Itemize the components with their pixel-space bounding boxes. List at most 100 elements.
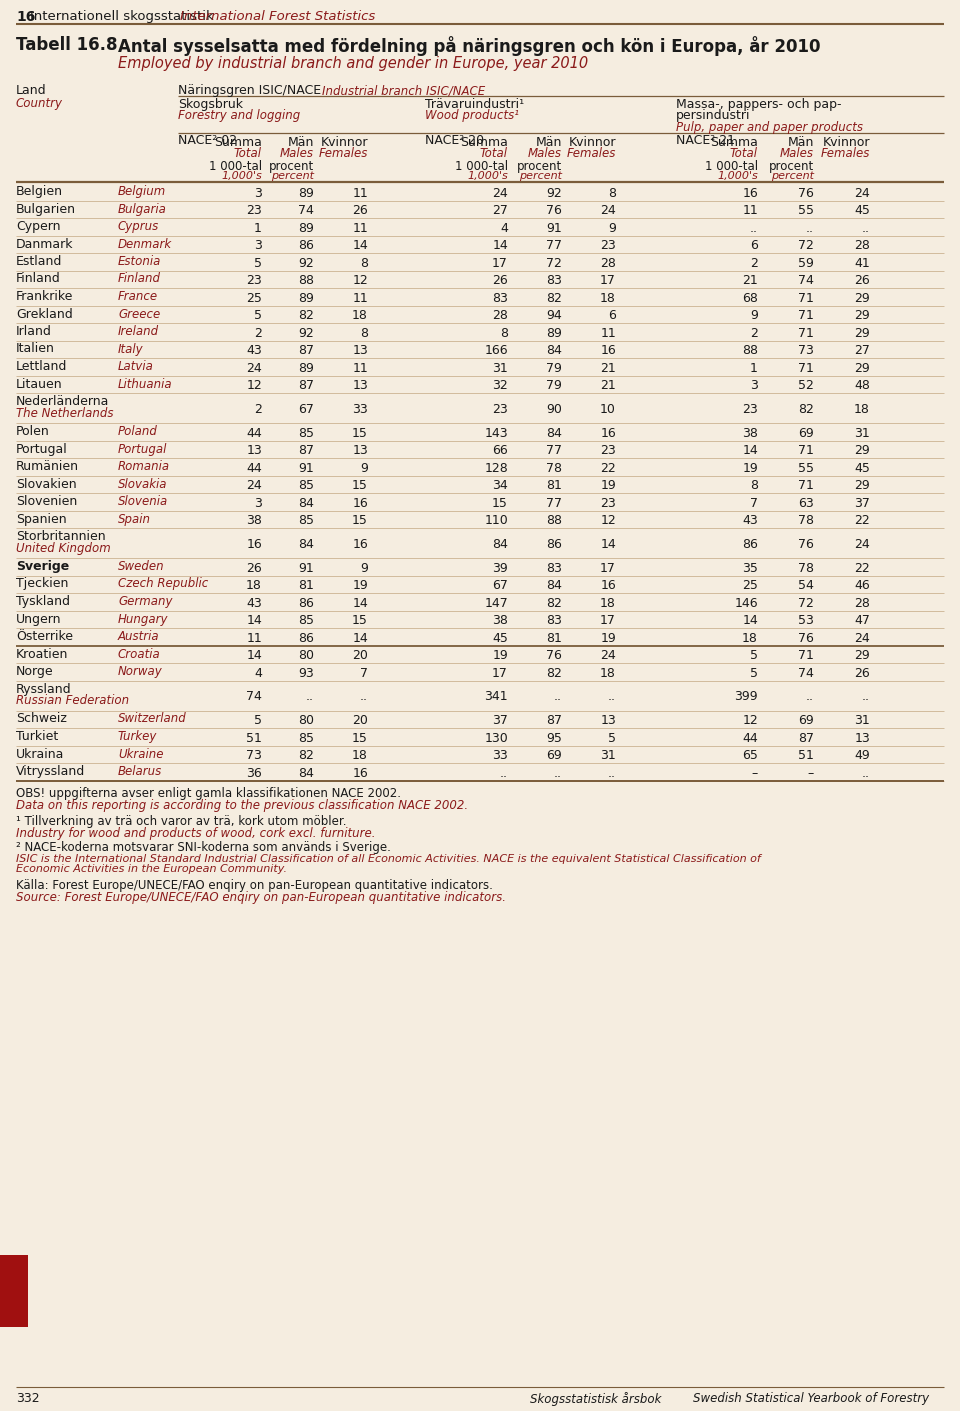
- Text: 85: 85: [298, 614, 314, 628]
- Text: 143: 143: [485, 426, 508, 440]
- Text: 26: 26: [854, 667, 870, 680]
- Text: The Netherlands: The Netherlands: [16, 406, 113, 420]
- Text: 17: 17: [492, 667, 508, 680]
- Text: 37: 37: [854, 497, 870, 509]
- Text: 5: 5: [750, 649, 758, 662]
- Text: Greece: Greece: [118, 308, 160, 320]
- Text: 43: 43: [742, 514, 758, 528]
- Text: procent: procent: [769, 159, 814, 174]
- Text: Slovenien: Slovenien: [16, 495, 77, 508]
- Text: Females: Females: [319, 147, 368, 159]
- Text: 8: 8: [750, 480, 758, 492]
- Text: 33: 33: [492, 749, 508, 762]
- Text: 28: 28: [600, 257, 616, 270]
- Text: 5: 5: [254, 257, 262, 270]
- Text: 18: 18: [600, 597, 616, 610]
- Text: 38: 38: [742, 426, 758, 440]
- Text: 38: 38: [246, 514, 262, 528]
- Text: 24: 24: [247, 480, 262, 492]
- Text: 76: 76: [546, 205, 562, 217]
- Text: ..: ..: [862, 222, 870, 234]
- Text: 93: 93: [299, 667, 314, 680]
- Text: 18: 18: [352, 749, 368, 762]
- Text: 13: 13: [247, 444, 262, 457]
- Text: Internationell skogsstatistik: Internationell skogsstatistik: [30, 10, 214, 23]
- Text: Summa: Summa: [214, 135, 262, 150]
- Text: 8: 8: [608, 186, 616, 200]
- Text: 81: 81: [546, 632, 562, 645]
- Text: Hungary: Hungary: [118, 612, 169, 625]
- Text: 86: 86: [299, 240, 314, 253]
- Text: Norge: Norge: [16, 665, 54, 679]
- Text: Industry for wood and products of wood, cork excl. furniture.: Industry for wood and products of wood, …: [16, 827, 375, 840]
- Text: Litauen: Litauen: [16, 378, 62, 391]
- Text: 3: 3: [254, 186, 262, 200]
- Text: 7: 7: [360, 667, 368, 680]
- Text: 43: 43: [247, 597, 262, 610]
- Text: 43: 43: [247, 344, 262, 357]
- Text: 14: 14: [247, 614, 262, 628]
- Text: ..: ..: [862, 766, 870, 780]
- Text: 52: 52: [798, 380, 814, 392]
- Text: 47: 47: [854, 614, 870, 628]
- Text: 23: 23: [742, 404, 758, 416]
- Text: 63: 63: [799, 497, 814, 509]
- Text: 18: 18: [352, 309, 368, 322]
- Text: 44: 44: [742, 732, 758, 745]
- Text: 17: 17: [600, 562, 616, 574]
- Text: 67: 67: [299, 404, 314, 416]
- Text: 80: 80: [298, 649, 314, 662]
- Text: 15: 15: [352, 480, 368, 492]
- Text: 86: 86: [742, 538, 758, 552]
- Text: 16: 16: [600, 580, 616, 593]
- Text: 44: 44: [247, 426, 262, 440]
- Text: Economic Activities in the European Community.: Economic Activities in the European Comm…: [16, 864, 287, 873]
- Text: 86: 86: [299, 632, 314, 645]
- Text: Total: Total: [730, 147, 758, 159]
- Text: 69: 69: [799, 426, 814, 440]
- Text: Lettland: Lettland: [16, 360, 67, 373]
- Text: 19: 19: [600, 480, 616, 492]
- Bar: [0, 1254, 28, 1326]
- Text: Antal sysselsatta med fördelning på näringsgren och kön i Europa, år 2010: Antal sysselsatta med fördelning på näri…: [118, 37, 821, 56]
- Text: Belgium: Belgium: [118, 185, 166, 198]
- Text: 83: 83: [546, 562, 562, 574]
- Text: ..: ..: [806, 222, 814, 234]
- Text: 23: 23: [600, 240, 616, 253]
- Text: 8: 8: [360, 327, 368, 340]
- Text: 84: 84: [299, 766, 314, 780]
- Text: Portugal: Portugal: [118, 443, 167, 456]
- Text: Belgien: Belgien: [16, 185, 63, 198]
- Text: 87: 87: [298, 444, 314, 457]
- Text: Schweiz: Schweiz: [16, 713, 67, 725]
- Text: France: France: [118, 291, 158, 303]
- Text: 3: 3: [254, 240, 262, 253]
- Text: Turkey: Turkey: [118, 729, 157, 744]
- Text: 81: 81: [299, 580, 314, 593]
- Text: Slovakia: Slovakia: [118, 477, 167, 491]
- Text: Data on this reporting is according to the previous classification NACE 2002.: Data on this reporting is according to t…: [16, 800, 468, 813]
- Text: Skogsstatistisk årsbok: Skogsstatistisk årsbok: [530, 1393, 661, 1405]
- Text: 84: 84: [299, 497, 314, 509]
- Text: 24: 24: [854, 186, 870, 200]
- Text: 67: 67: [492, 580, 508, 593]
- Text: Irland: Irland: [16, 325, 52, 339]
- Text: 20: 20: [352, 714, 368, 727]
- Text: 341: 341: [485, 690, 508, 704]
- Text: 80: 80: [298, 714, 314, 727]
- Text: Kvinnor: Kvinnor: [568, 135, 616, 150]
- Text: 14: 14: [247, 649, 262, 662]
- Text: 11: 11: [600, 327, 616, 340]
- Text: 2: 2: [254, 404, 262, 416]
- Text: 1,000's: 1,000's: [468, 171, 508, 181]
- Text: Latvia: Latvia: [118, 360, 154, 373]
- Text: 72: 72: [798, 597, 814, 610]
- Text: 16: 16: [742, 186, 758, 200]
- Text: 1 000-tal: 1 000-tal: [705, 159, 758, 174]
- Text: ..: ..: [608, 690, 616, 704]
- Text: 89: 89: [299, 361, 314, 375]
- Text: 25: 25: [742, 580, 758, 593]
- Text: Females: Females: [566, 147, 616, 159]
- Text: 23: 23: [247, 205, 262, 217]
- Text: 6: 6: [608, 309, 616, 322]
